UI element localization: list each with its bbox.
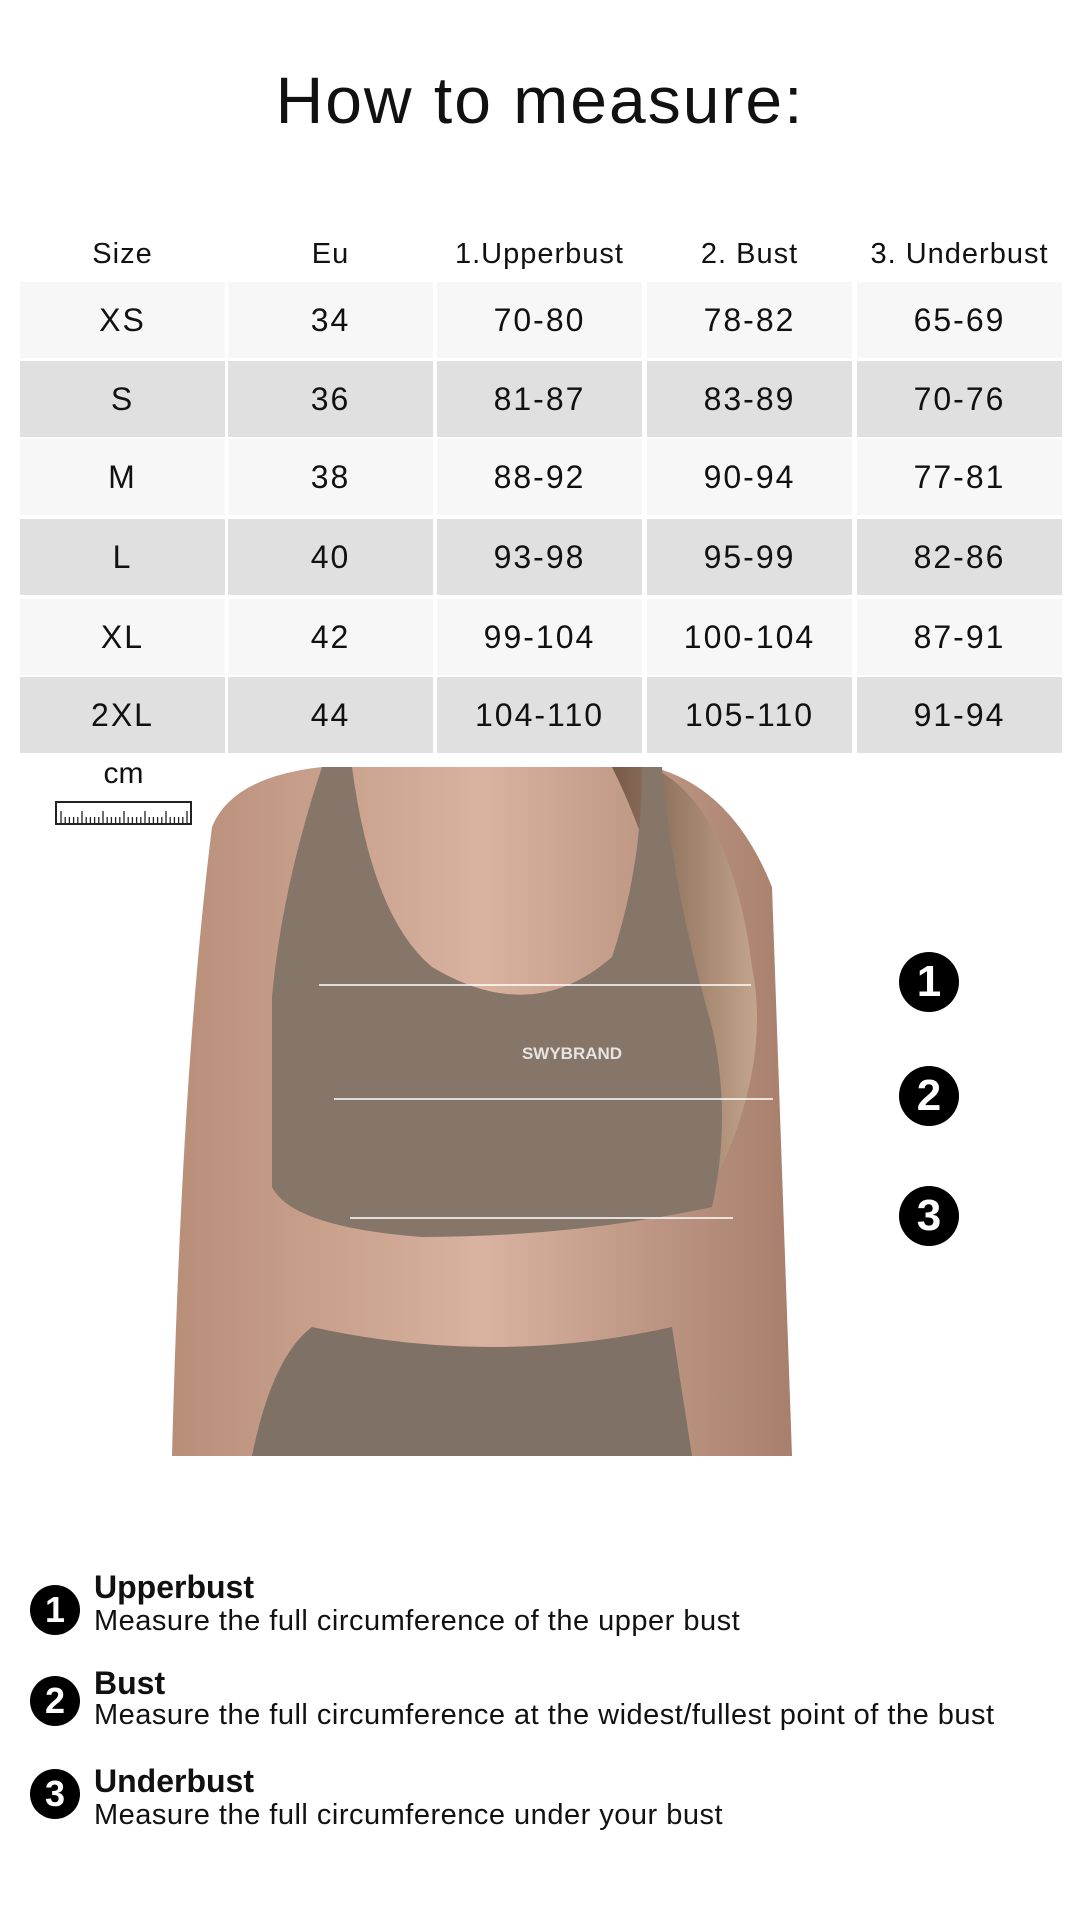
garment-logo: SWYBRAND — [522, 1044, 622, 1063]
legend-title: Bust — [94, 1665, 166, 1701]
table-cell: 100-104 — [647, 599, 852, 675]
unit-label: cm — [103, 757, 144, 790]
table-cell: 82-86 — [857, 519, 1062, 595]
table-cell: S — [20, 361, 225, 437]
table-cell: M — [20, 439, 225, 515]
legend-description: Measure the full circumference of the up… — [94, 1605, 741, 1637]
table-cell: 34 — [228, 282, 433, 358]
table-cell: 91-94 — [857, 677, 1062, 753]
table-cell: 42 — [228, 599, 433, 675]
table-cell: 99-104 — [437, 599, 642, 675]
column-header: Size — [92, 238, 153, 270]
legend-number-icon: 2 — [30, 1676, 80, 1726]
table-cell: 88-92 — [437, 439, 642, 515]
page-title: How to measure: — [275, 63, 805, 137]
table-cell: 104-110 — [437, 677, 642, 753]
table-cell: 77-81 — [857, 439, 1062, 515]
column-header: 2. Bust — [700, 238, 799, 270]
legend-title: Underbust — [94, 1763, 254, 1799]
table-cell: 38 — [228, 439, 433, 515]
marker-2: 2 — [899, 1066, 959, 1126]
column-header: 1.Upperbust — [455, 238, 624, 270]
table-cell: 93-98 — [437, 519, 642, 595]
legend-description: Measure the full circumference under you… — [94, 1799, 724, 1831]
table-cell: 78-82 — [647, 282, 852, 358]
table-cell: 65-69 — [857, 282, 1062, 358]
table-cell: 2XL — [20, 677, 225, 753]
table-cell: 81-87 — [437, 361, 642, 437]
table-cell: 95-99 — [647, 519, 852, 595]
table-cell: 40 — [228, 519, 433, 595]
table-cell: 70-80 — [437, 282, 642, 358]
column-header: Eu — [311, 238, 350, 270]
legend-description: Measure the full circumference at the wi… — [94, 1699, 995, 1731]
table-cell: 87-91 — [857, 599, 1062, 675]
table-cell: XL — [20, 599, 225, 675]
marker-3: 3 — [899, 1186, 959, 1246]
model-photo: SWYBRAND — [172, 767, 883, 1456]
column-header: 3. Underbust — [870, 238, 1049, 270]
table-cell: 90-94 — [647, 439, 852, 515]
legend-number-icon: 3 — [30, 1769, 80, 1819]
table-cell: 70-76 — [857, 361, 1062, 437]
marker-1: 1 — [899, 952, 959, 1012]
table-cell: 83-89 — [647, 361, 852, 437]
table-cell: L — [20, 519, 225, 595]
table-cell: 36 — [228, 361, 433, 437]
legend-title: Upperbust — [94, 1569, 254, 1605]
table-cell: XS — [20, 282, 225, 358]
table-cell: 105-110 — [647, 677, 852, 753]
ruler-icon — [55, 801, 192, 825]
table-cell: 44 — [228, 677, 433, 753]
legend-number-icon: 1 — [30, 1585, 80, 1635]
